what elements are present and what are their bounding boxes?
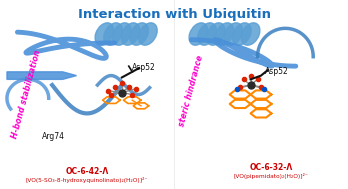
- Ellipse shape: [112, 23, 131, 45]
- Text: Arg74: Arg74: [42, 132, 65, 141]
- Text: Asp52: Asp52: [264, 67, 288, 76]
- Ellipse shape: [104, 23, 122, 45]
- Text: [VO(5-SO₃-8-hydroxyquinolinato)₂(H₂O)]²⁻: [VO(5-SO₃-8-hydroxyquinolinato)₂(H₂O)]²⁻: [26, 177, 148, 183]
- Polygon shape: [7, 72, 77, 79]
- Ellipse shape: [206, 23, 225, 45]
- Text: OC-6-42-Λ: OC-6-42-Λ: [65, 167, 109, 176]
- Ellipse shape: [121, 23, 140, 45]
- Ellipse shape: [215, 23, 234, 45]
- Text: H-bond stabilization: H-bond stabilization: [10, 49, 43, 140]
- Text: steric hindrance: steric hindrance: [177, 54, 205, 127]
- Text: OC-6-32-Λ: OC-6-32-Λ: [250, 163, 293, 173]
- Text: Interaction with Ubiquitin: Interaction with Ubiquitin: [78, 8, 270, 21]
- Text: Asp52: Asp52: [132, 63, 156, 72]
- Ellipse shape: [130, 23, 149, 45]
- Ellipse shape: [241, 23, 260, 45]
- Ellipse shape: [224, 23, 243, 45]
- Ellipse shape: [189, 23, 208, 45]
- Text: [VO(pipemidato)₂(H₂O)]²⁻: [VO(pipemidato)₂(H₂O)]²⁻: [234, 173, 309, 179]
- Ellipse shape: [139, 23, 157, 45]
- Ellipse shape: [232, 23, 251, 45]
- Ellipse shape: [95, 23, 114, 45]
- Ellipse shape: [198, 23, 216, 45]
